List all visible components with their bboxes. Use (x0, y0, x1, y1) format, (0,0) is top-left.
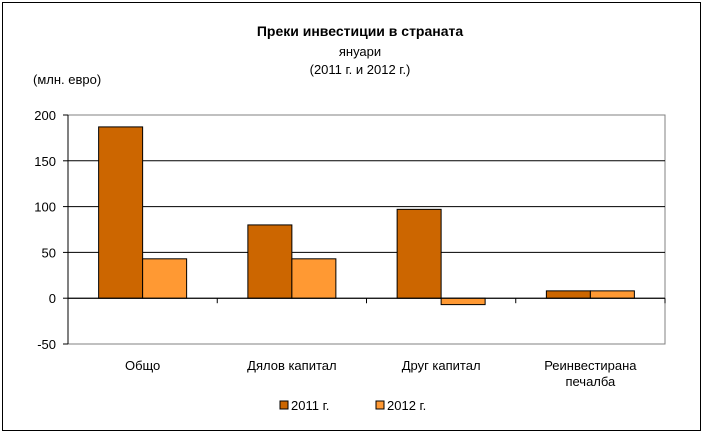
category-label: Реинвестирана (544, 358, 637, 373)
legend-swatch (375, 400, 385, 410)
chart-subtitle-line-1: януари (339, 44, 381, 59)
bar-chart: Преки инвестиции в страната януари (2011… (33, 23, 666, 413)
category-label: Друг капитал (402, 358, 481, 373)
bar (247, 224, 293, 299)
bar (98, 126, 144, 299)
legend-label: 2012 г. (387, 398, 426, 413)
y-tick-label: 0 (49, 291, 56, 306)
bar (545, 290, 591, 299)
y-tick-label: 200 (34, 108, 56, 123)
legend-swatch (279, 400, 289, 410)
y-tick-label: -50 (37, 337, 56, 352)
category-label: Общо (125, 358, 160, 373)
category-label: Дялов капитал (247, 358, 336, 373)
y-tick-label: 50 (42, 245, 56, 260)
legend-label: 2011 г. (291, 398, 329, 413)
chart-frame: Преки инвестиции в страната януари (2011… (2, 2, 701, 431)
chart-subtitle-line-2: (2011 г. и 2012 г.) (310, 62, 411, 77)
category-label: печалба (565, 374, 616, 389)
plot-area (67, 114, 666, 345)
y-tick-label: 100 (34, 200, 56, 215)
bar (396, 208, 442, 299)
bar (589, 290, 635, 299)
y-tick-label: 150 (34, 154, 56, 169)
bar (142, 258, 188, 299)
bar (440, 297, 486, 306)
bar (291, 258, 337, 299)
chart-title: Преки инвестиции в страната (257, 23, 464, 39)
y-axis-unit-label: (млн. евро) (33, 72, 101, 87)
